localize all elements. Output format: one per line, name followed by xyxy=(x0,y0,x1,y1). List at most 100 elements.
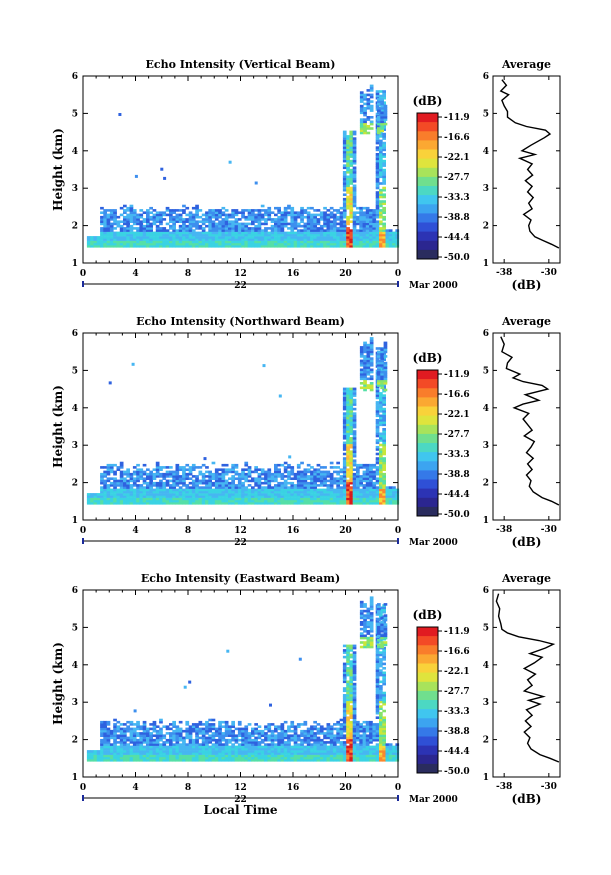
heatmap-cell xyxy=(149,229,153,232)
heatmap-cell xyxy=(234,493,239,496)
heatmap-cell xyxy=(375,392,380,395)
heatmap-cell xyxy=(247,484,252,487)
heatmap-cell xyxy=(152,215,157,219)
heatmap-cell xyxy=(346,195,350,199)
heatmap-cell xyxy=(228,233,232,237)
heatmap-cell xyxy=(283,495,288,498)
heatmap-cell xyxy=(352,195,357,199)
heatmap-cell xyxy=(103,242,107,246)
heatmap-cell xyxy=(379,452,383,456)
heatmap-cell xyxy=(208,240,212,244)
heatmap-cell xyxy=(103,727,107,731)
heatmap-cell xyxy=(231,224,235,228)
heatmap-cell xyxy=(123,220,127,223)
heatmap-cell xyxy=(244,231,249,235)
heatmap-cell xyxy=(188,754,193,758)
heatmap-cell xyxy=(142,745,147,749)
heatmap-cell xyxy=(241,488,245,492)
heatmap-cell xyxy=(159,466,163,469)
heatmap-cell xyxy=(388,236,393,239)
heatmap-cell xyxy=(342,430,347,433)
heatmap-cell xyxy=(264,479,268,483)
colorbar: (dB)-11.9-16.6-22.1-27.7-33.3-38.8-44.4-… xyxy=(413,351,470,520)
heatmap-cell xyxy=(379,202,383,205)
heatmap-cell xyxy=(283,470,288,474)
heatmap-cell xyxy=(346,410,350,413)
heatmap-cell xyxy=(244,218,249,221)
heatmap-cell xyxy=(274,752,278,755)
heatmap-cell xyxy=(287,752,291,755)
heatmap-cell xyxy=(352,488,357,492)
heatmap-cell xyxy=(375,419,380,422)
heatmap-cell xyxy=(172,224,176,228)
heatmap-cell xyxy=(185,754,190,758)
heatmap-cell xyxy=(244,741,249,744)
heatmap-cell xyxy=(132,493,137,496)
heatmap-cell xyxy=(342,644,347,648)
heatmap-cell xyxy=(382,186,386,190)
heatmap-cell xyxy=(123,233,127,237)
heatmap-cell xyxy=(359,236,363,239)
heatmap-cell xyxy=(106,233,111,237)
heatmap-cell xyxy=(136,231,140,235)
heatmap-cell xyxy=(346,443,350,447)
heatmap-cell xyxy=(383,366,388,369)
heatmap-cell xyxy=(247,211,252,214)
heatmap-cell xyxy=(247,743,252,746)
heatmap-cell xyxy=(172,238,176,241)
heatmap-cell xyxy=(96,756,101,760)
heatmap-cell xyxy=(221,747,226,751)
heatmap-cell xyxy=(152,734,157,737)
heatmap-cell xyxy=(336,209,340,212)
heatmap-cell xyxy=(165,466,170,469)
heatmap-cell xyxy=(277,499,281,503)
heatmap-cell xyxy=(342,222,347,226)
heatmap-cell xyxy=(129,499,134,503)
heatmap-cell xyxy=(149,490,153,494)
heatmap-cell xyxy=(280,727,285,731)
heatmap-cell xyxy=(346,450,350,453)
heatmap-cell xyxy=(231,734,235,737)
heatmap-cell xyxy=(375,206,380,210)
heatmap-cell xyxy=(195,741,199,744)
heatmap-cell xyxy=(251,233,255,237)
heatmap-cell xyxy=(336,229,340,232)
heatmap-cell xyxy=(251,236,255,239)
heatmap-cell xyxy=(169,220,173,223)
heatmap-cell xyxy=(375,439,380,442)
heatmap-cell xyxy=(106,227,111,230)
heatmap-cell xyxy=(185,747,190,751)
heatmap-cell xyxy=(336,752,340,755)
heatmap-cell xyxy=(382,403,386,406)
heatmap-cell xyxy=(346,669,350,672)
heatmap-cell xyxy=(342,139,347,143)
heatmap-cell xyxy=(377,375,381,378)
y-tick-label: 5 xyxy=(72,366,78,376)
heatmap-cell xyxy=(109,750,114,753)
heatmap-cell xyxy=(333,502,337,505)
heatmap-cell xyxy=(346,403,350,406)
heatmap-cell xyxy=(375,459,380,462)
heatmap-cell xyxy=(379,171,383,174)
heatmap-cell xyxy=(169,233,173,237)
heatmap-cell xyxy=(103,470,107,474)
heatmap-cell xyxy=(254,754,258,758)
heatmap-cell xyxy=(139,736,144,740)
heatmap-cell xyxy=(228,727,232,731)
heatmap-cell xyxy=(283,240,288,244)
heatmap-cell xyxy=(159,502,163,505)
heatmap-cell xyxy=(231,245,235,248)
heatmap-cell xyxy=(182,209,186,212)
heatmap-cell xyxy=(159,215,163,219)
heatmap-cell xyxy=(342,155,347,158)
heatmap-cell xyxy=(139,725,144,728)
heatmap-cell xyxy=(201,242,206,246)
heatmap-cell xyxy=(339,495,344,498)
heatmap-cell xyxy=(349,741,354,744)
heatmap-cell xyxy=(224,732,229,735)
heatmap-cell xyxy=(178,493,183,496)
heatmap-cell xyxy=(241,759,245,762)
heatmap-cell xyxy=(231,493,235,496)
heatmap-cell xyxy=(352,155,357,158)
heatmap-cell xyxy=(352,430,357,433)
